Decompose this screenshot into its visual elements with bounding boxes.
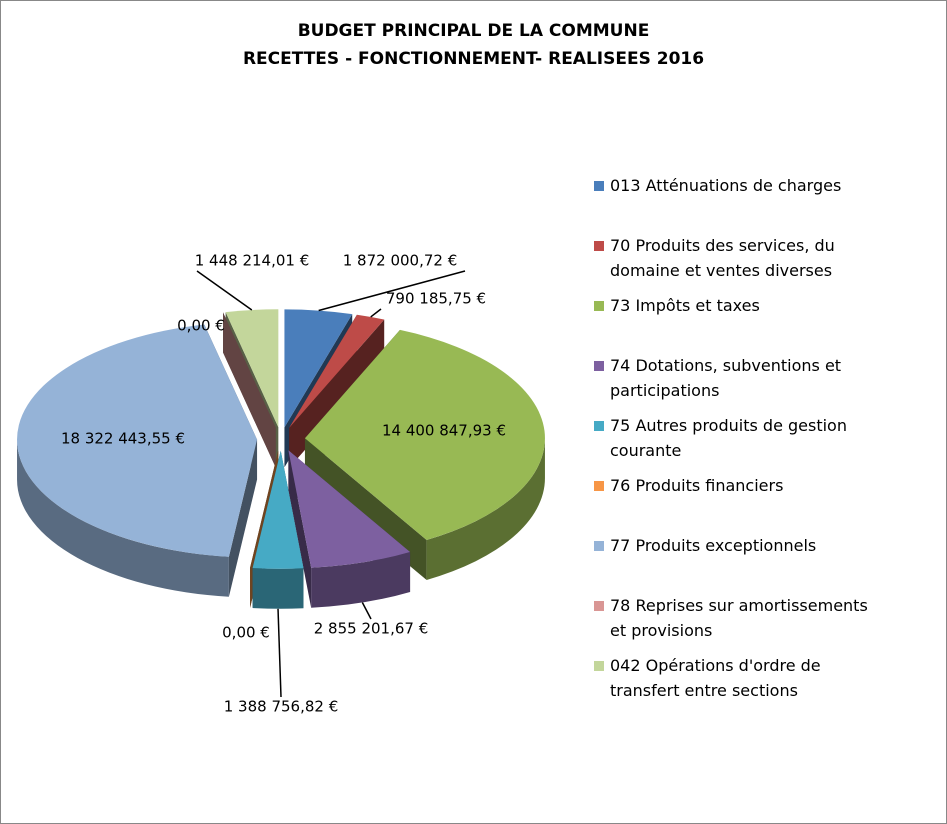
- data-label: 1 448 214,01 €: [195, 252, 310, 270]
- legend-swatch: [594, 421, 604, 431]
- slice-side: [311, 551, 411, 608]
- legend-label: 74 Dotations, subventions et participati…: [610, 356, 842, 400]
- legend-item: 73 Impôts et taxes: [594, 293, 884, 318]
- data-label: 1 388 756,82 €: [224, 698, 339, 716]
- slice-top: [289, 314, 385, 428]
- legend-swatch: [594, 481, 604, 491]
- legend-label: 78 Reprises sur amortissements et provis…: [610, 596, 868, 640]
- legend-swatch: [594, 661, 604, 671]
- legend-swatch: [594, 601, 604, 611]
- slice-top: [288, 450, 411, 568]
- slice: [288, 450, 411, 608]
- legend-label: 70 Produits des services, du domaine et …: [610, 236, 835, 280]
- slice-side: [252, 567, 304, 609]
- legend-item: 75 Autres produits de gestion courante: [594, 413, 884, 463]
- legend-swatch: [594, 541, 604, 551]
- legend-swatch: [594, 241, 604, 251]
- slice-top: [225, 309, 279, 428]
- legend-label: 77 Produits exceptionnels: [610, 536, 817, 555]
- data-label: 18 322 443,55 €: [61, 430, 185, 448]
- leader-line: [318, 270, 466, 312]
- slice: [252, 450, 304, 609]
- leader-line: [370, 308, 382, 318]
- slice-top: [252, 450, 304, 569]
- slice-top: [222, 312, 276, 428]
- slice-top: [304, 329, 545, 540]
- data-label: 790 185,75 €: [386, 290, 486, 308]
- legend-item: 013 Atténuations de charges: [594, 173, 884, 198]
- slice-top: [17, 324, 258, 557]
- data-label: 0,00 €: [177, 317, 225, 335]
- slice: [222, 312, 276, 468]
- legend-label: 042 Opérations d'ordre de transfert entr…: [610, 656, 821, 700]
- legend-item: 74 Dotations, subventions et participati…: [594, 353, 884, 403]
- legend-label: 76 Produits financiers: [610, 476, 784, 495]
- legend-item: 77 Produits exceptionnels: [594, 533, 884, 558]
- chart-subtitle: RECETTES - FONCTIONNEMENT- REALISEES 201…: [242, 49, 705, 69]
- data-label: 1 872 000,72 €: [343, 252, 458, 270]
- leader-line: [196, 270, 253, 311]
- data-label: 2 855 201,67 €: [314, 620, 429, 638]
- legend-swatch: [594, 301, 604, 311]
- chart-title: BUDGET PRINCIPAL DE LA COMMUNE: [297, 21, 650, 41]
- slice-wall: [222, 312, 276, 468]
- slice-side: [17, 439, 229, 597]
- slice-wall: [228, 439, 258, 597]
- legend-label: 73 Impôts et taxes: [610, 296, 760, 315]
- leader-line: [361, 602, 372, 620]
- legend-label: 75 Autres produits de gestion courante: [610, 416, 847, 460]
- slice-side: [426, 438, 545, 580]
- slice: [17, 324, 258, 597]
- legend-item: 70 Produits des services, du domaine et …: [594, 233, 884, 283]
- legend-item: 78 Reprises sur amortissements et provis…: [594, 593, 884, 643]
- legend-label: 013 Atténuations de charges: [610, 176, 842, 195]
- slice: [304, 329, 545, 580]
- legend-swatch: [594, 181, 604, 191]
- data-label: 14 400 847,93 €: [382, 422, 506, 440]
- legend-swatch: [594, 361, 604, 371]
- legend-item: 76 Produits financiers: [594, 473, 884, 498]
- slice-wall: [288, 450, 312, 608]
- legend-item: 042 Opérations d'ordre de transfert entr…: [594, 653, 884, 703]
- leader-line: [277, 608, 282, 698]
- slice-top: [284, 309, 353, 428]
- data-label: 0,00 €: [222, 624, 270, 642]
